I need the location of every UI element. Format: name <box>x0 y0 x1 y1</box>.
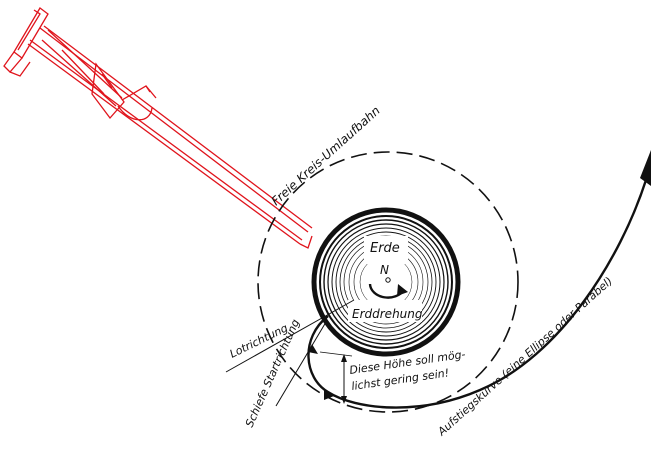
orbit-label: Freie Kreis-Umlaufbahn <box>269 103 383 208</box>
vertical-direction-line <box>225 299 355 373</box>
height-marker <box>319 351 353 404</box>
free-orbit-circle <box>257 151 519 413</box>
oblique-start-line <box>275 321 327 407</box>
rotation-arrow-icon <box>368 283 408 299</box>
launch-rail-structure-icon <box>3 7 313 249</box>
earth-disc <box>311 207 461 357</box>
north-pole-dot <box>385 277 391 283</box>
rotation-label: Erddrehung <box>352 307 423 321</box>
ascent-curve <box>307 150 651 409</box>
north-label: N <box>380 263 389 277</box>
earth-label: Erde <box>370 241 400 256</box>
